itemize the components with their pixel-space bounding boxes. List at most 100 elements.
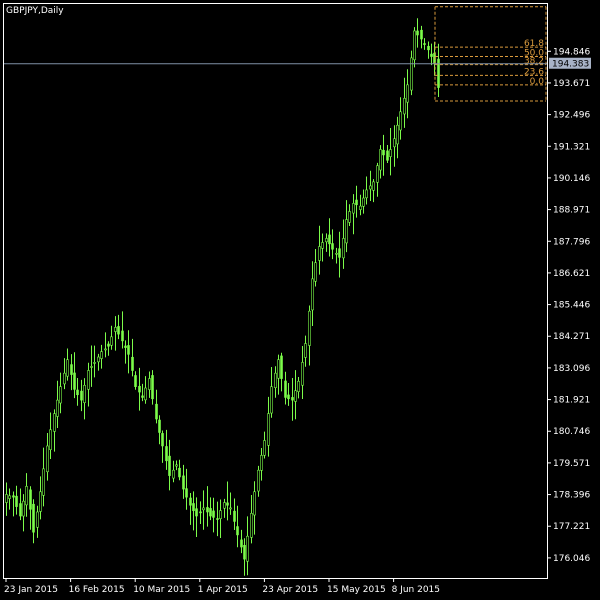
- y-tick-label: 191.321: [553, 142, 590, 152]
- candle-body: [260, 455, 263, 471]
- candle-body: [253, 491, 256, 516]
- x-tick-label: 23 Jan 2015: [4, 585, 58, 595]
- candle-body: [297, 380, 300, 392]
- candle-body: [131, 356, 134, 371]
- y-tick-label: 194.846: [553, 47, 590, 57]
- fib-level-label: 0.0: [530, 77, 545, 87]
- candle-body: [233, 510, 236, 522]
- candle-body: [70, 364, 73, 375]
- candle-body: [376, 165, 379, 183]
- candle-body: [5, 494, 8, 503]
- y-tick-label: 190.146: [553, 174, 590, 184]
- candle-body: [172, 469, 175, 479]
- candle-body: [365, 189, 368, 199]
- candle-body: [155, 403, 158, 420]
- candle-body: [161, 433, 164, 447]
- candle-body: [342, 238, 345, 259]
- candle-body: [311, 278, 314, 311]
- candle-body: [199, 511, 202, 514]
- candle-body: [291, 397, 294, 401]
- current-price-label: 194.383: [552, 60, 589, 70]
- candle-body: [42, 468, 45, 496]
- candle-body: [219, 510, 222, 519]
- candle-body: [19, 503, 22, 517]
- y-tick-label: 179.571: [553, 459, 590, 469]
- candle-body: [314, 262, 317, 282]
- candle-body: [138, 385, 141, 393]
- candle-body: [63, 372, 66, 385]
- candle-body: [430, 53, 433, 57]
- candle-body: [107, 343, 110, 347]
- candle-body: [216, 518, 219, 520]
- candle-body: [104, 348, 107, 351]
- y-tick-label: 184.271: [553, 332, 590, 342]
- price-tag-background: [549, 57, 591, 69]
- candle-body: [304, 343, 307, 358]
- candle-body: [29, 489, 32, 510]
- candle-body: [321, 242, 324, 249]
- candle-body: [66, 359, 69, 377]
- candle-body: [257, 469, 260, 492]
- candle-body: [294, 390, 297, 402]
- candle-body: [15, 495, 18, 507]
- candle-body: [406, 84, 409, 103]
- candle-body: [127, 345, 130, 355]
- candle-body: [56, 399, 59, 417]
- x-tick-label: 10 Mar 2015: [133, 585, 190, 595]
- candle-body: [379, 149, 382, 171]
- candle-body: [8, 495, 11, 499]
- candle-body: [185, 488, 188, 498]
- candle-body: [53, 413, 56, 432]
- candle-body: [287, 394, 290, 400]
- candle-body: [335, 252, 338, 255]
- candle-body: [39, 491, 42, 512]
- candle-body: [59, 386, 62, 404]
- candle-body: [165, 446, 168, 462]
- candle-body: [158, 419, 161, 433]
- chart-title: GBPJPY,Daily: [6, 6, 64, 16]
- candle-body: [192, 503, 195, 511]
- candle-body: [87, 370, 90, 390]
- candle-body: [189, 497, 192, 506]
- candle-body: [206, 507, 209, 513]
- candle-body: [151, 375, 154, 400]
- candle-body: [396, 124, 399, 145]
- candle-body: [144, 387, 147, 401]
- candle-body: [175, 464, 178, 467]
- y-tick-label: 178.396: [553, 491, 590, 501]
- candle-body: [121, 330, 124, 342]
- candle-body: [148, 378, 151, 390]
- candle-body: [168, 455, 171, 476]
- candle-body: [318, 246, 321, 261]
- candle-body: [243, 545, 246, 560]
- candle-body: [141, 395, 144, 398]
- candle-body: [331, 243, 334, 250]
- x-tick-label: 1 Apr 2015: [198, 585, 248, 595]
- candle-body: [277, 359, 280, 379]
- candle-body: [382, 149, 385, 156]
- candle-body: [348, 211, 351, 223]
- candle-body: [270, 386, 273, 414]
- candle-body: [362, 197, 365, 207]
- candle-body: [246, 535, 249, 562]
- candle-body: [369, 185, 372, 190]
- candle-body: [280, 355, 283, 379]
- y-tick-label: 187.796: [553, 237, 590, 247]
- candle-body: [229, 507, 232, 510]
- fib-level-label: 38.2: [524, 57, 544, 67]
- candle-body: [36, 511, 39, 528]
- candle-body: [202, 507, 205, 511]
- candle-body: [209, 508, 212, 517]
- candle-body: [90, 366, 93, 368]
- candle-body: [410, 57, 413, 91]
- y-tick-label: 177.221: [553, 522, 590, 532]
- candle-body: [338, 248, 341, 258]
- candle-body: [49, 429, 52, 450]
- candle-body: [195, 508, 198, 517]
- candle-body: [134, 375, 137, 387]
- candle-body: [80, 390, 83, 401]
- y-tick-label: 185.446: [553, 301, 590, 311]
- y-tick-label: 183.096: [553, 364, 590, 374]
